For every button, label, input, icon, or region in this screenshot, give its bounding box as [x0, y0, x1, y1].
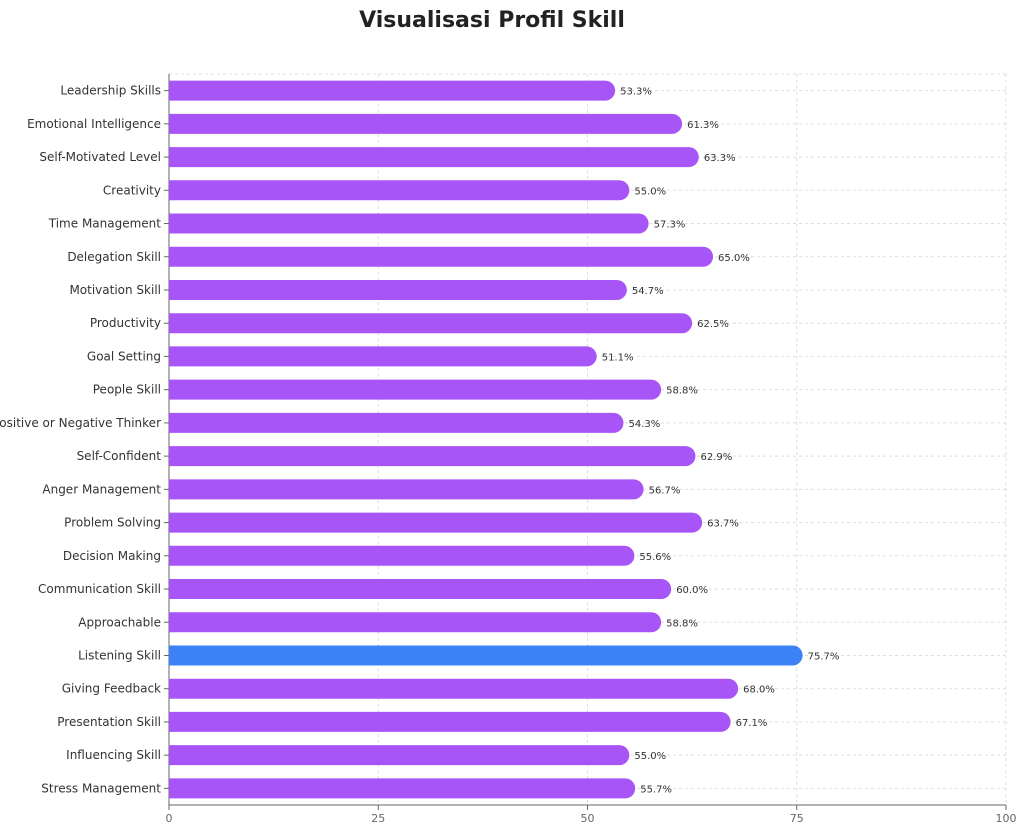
category-label: Giving Feedback: [62, 682, 161, 696]
x-tick-label: 75: [790, 812, 804, 825]
category-label: Emotional Intelligence: [27, 117, 161, 131]
bar-productivity[interactable]: [169, 313, 693, 334]
bar-goal-setting[interactable]: [169, 346, 597, 367]
bar-leadership-skills[interactable]: [169, 80, 616, 101]
category-label: Goal Setting: [87, 349, 161, 363]
category-label: Anger Management: [42, 482, 161, 496]
category-label: Creativity: [103, 183, 161, 197]
chart-title: Visualisasi Profil Skill: [359, 8, 625, 33]
data-label: 58.8%: [666, 386, 698, 397]
category-label: Approachable: [78, 615, 161, 629]
category-label: Motivation Skill: [69, 283, 161, 297]
x-tick-label: 50: [581, 812, 595, 825]
data-label: 68.0%: [743, 685, 775, 696]
x-tick-label: 25: [371, 812, 385, 825]
bar-stress-management[interactable]: [169, 778, 636, 799]
category-label: Self-Confident: [77, 449, 162, 463]
bar-anger-management[interactable]: [169, 479, 644, 500]
bar-emotional-intelligence[interactable]: [169, 113, 683, 134]
data-label: 57.3%: [654, 220, 686, 231]
data-label: 65.0%: [718, 253, 750, 264]
data-label: 75.7%: [808, 651, 840, 662]
bar-motivation-skill[interactable]: [169, 279, 627, 300]
bars: [169, 80, 803, 799]
data-label: 62.9%: [700, 452, 732, 463]
bar-listening-skill[interactable]: [169, 645, 803, 666]
bar-people-skill[interactable]: [169, 379, 662, 400]
data-label: 55.0%: [634, 751, 666, 762]
bar-delegation-skill[interactable]: [169, 246, 714, 267]
bar-creativity[interactable]: [169, 180, 630, 201]
category-label: Listening Skill: [78, 648, 161, 662]
data-label: 61.3%: [687, 120, 719, 131]
data-label: 63.7%: [707, 519, 739, 530]
data-label: 56.7%: [649, 485, 681, 496]
category-label: Delegation Skill: [67, 250, 161, 264]
bar-giving-feedback[interactable]: [169, 678, 739, 699]
category-label: Time Management: [48, 217, 162, 231]
category-label: Self-Motivated Level: [39, 150, 161, 164]
data-label: 63.3%: [704, 153, 736, 164]
data-label: 55.6%: [639, 552, 671, 563]
category-label: Presentation Skill: [57, 715, 161, 729]
data-label: 62.5%: [697, 319, 729, 330]
data-label: 53.3%: [620, 87, 652, 98]
category-label: Influencing Skill: [66, 748, 161, 762]
x-tick-label: 100: [996, 812, 1017, 825]
data-label: 60.0%: [676, 585, 708, 596]
bar-influencing-skill[interactable]: [169, 745, 630, 766]
bar-time-management[interactable]: [169, 213, 649, 234]
bar-approachable[interactable]: [169, 612, 662, 633]
data-label: 54.7%: [632, 286, 664, 297]
category-label: People Skill: [93, 383, 161, 397]
bar-presentation-skill[interactable]: [169, 711, 731, 732]
category-label: Positive or Negative Thinker: [0, 416, 161, 430]
x-axis-ticks: 0 25 50 75 100: [166, 805, 1017, 825]
category-label: Decision Making: [63, 549, 161, 563]
category-label: Leadership Skills: [60, 84, 161, 98]
bar-communication-skill[interactable]: [169, 579, 672, 600]
data-label: 55.0%: [634, 186, 666, 197]
bar-self-motivated-level[interactable]: [169, 147, 699, 168]
bar-positive-or-negative-thinker[interactable]: [169, 412, 624, 433]
data-label: 51.1%: [602, 352, 634, 363]
data-label: 55.7%: [640, 784, 672, 795]
category-label: Productivity: [90, 316, 161, 330]
data-label: 54.3%: [628, 419, 660, 430]
category-label: Communication Skill: [38, 582, 161, 596]
bar-self-confident[interactable]: [169, 446, 696, 467]
data-label: 58.8%: [666, 618, 698, 629]
data-label: 67.1%: [736, 718, 768, 729]
x-tick-label: 0: [166, 812, 173, 825]
category-label: Stress Management: [41, 781, 161, 795]
category-label: Problem Solving: [64, 516, 161, 530]
bar-decision-making[interactable]: [169, 545, 635, 566]
bar-problem-solving[interactable]: [169, 512, 703, 533]
